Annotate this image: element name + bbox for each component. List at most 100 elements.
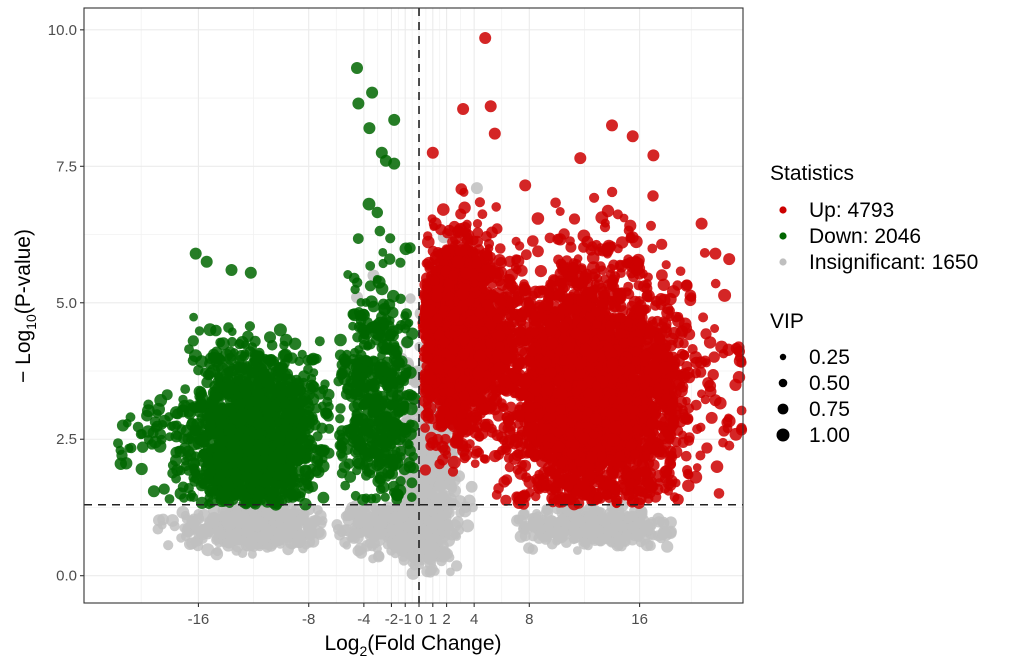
point-down xyxy=(351,370,361,381)
point-down xyxy=(335,414,345,424)
point-insignificant xyxy=(201,543,215,557)
point-down xyxy=(306,354,318,366)
point-insignificant xyxy=(430,514,441,524)
point-insignificant xyxy=(451,516,464,528)
point-down xyxy=(200,367,210,377)
point-insignificant xyxy=(434,479,447,492)
point-down xyxy=(219,490,230,501)
point-insignificant xyxy=(426,566,436,576)
point-insignificant xyxy=(420,510,430,521)
point-down xyxy=(408,462,420,474)
point-insignificant xyxy=(637,514,650,527)
point-up xyxy=(420,423,430,433)
point-down xyxy=(168,420,180,432)
point-insignificant xyxy=(370,503,380,513)
point-down xyxy=(361,298,371,307)
point-down xyxy=(308,443,319,454)
point-down xyxy=(323,447,335,459)
point-insignificant xyxy=(641,525,653,536)
point-insignificant xyxy=(378,505,391,518)
point-down xyxy=(234,355,245,366)
point-insignificant xyxy=(404,519,415,530)
point-down xyxy=(378,303,391,316)
point-down xyxy=(225,264,238,276)
point-down xyxy=(285,478,297,490)
point-down xyxy=(286,429,298,442)
point-down xyxy=(390,488,404,502)
point-down xyxy=(395,257,406,268)
point-insignificant xyxy=(364,538,374,548)
point-insignificant xyxy=(447,483,457,494)
point-down xyxy=(317,491,330,504)
point-down xyxy=(255,495,266,506)
point-up xyxy=(462,219,472,229)
point-down xyxy=(356,322,367,334)
point-insignificant xyxy=(569,532,581,544)
point-down xyxy=(316,422,328,434)
point-down xyxy=(390,433,402,445)
point-down xyxy=(264,331,276,344)
point-down xyxy=(342,349,352,360)
point-insignificant xyxy=(163,540,174,551)
point-down xyxy=(244,321,255,332)
point-down xyxy=(147,485,160,498)
point-down xyxy=(391,446,401,456)
point-down xyxy=(380,492,390,502)
point-insignificant xyxy=(561,519,572,530)
point-insignificant xyxy=(176,506,190,519)
point-insignificant xyxy=(441,519,454,532)
point-insignificant xyxy=(270,535,282,547)
point-down xyxy=(390,345,403,358)
point-insignificant xyxy=(533,532,545,544)
point-down xyxy=(272,372,284,383)
point-down xyxy=(384,253,396,265)
point-down xyxy=(320,379,330,389)
point-insignificant xyxy=(247,549,257,559)
point-down xyxy=(179,493,189,503)
point-down xyxy=(350,380,363,393)
point-insignificant xyxy=(422,475,431,484)
point-down xyxy=(222,387,234,399)
point-down xyxy=(200,255,213,268)
point-down xyxy=(336,425,348,437)
point-down xyxy=(252,397,263,408)
data-points xyxy=(113,32,748,580)
point-down xyxy=(352,233,364,245)
point-down xyxy=(206,466,217,477)
point-insignificant xyxy=(341,524,353,536)
point-down xyxy=(349,424,360,435)
point-insignificant xyxy=(468,502,478,513)
point-down xyxy=(215,417,229,430)
point-down xyxy=(261,378,272,388)
point-up xyxy=(447,466,459,477)
point-down xyxy=(239,438,249,448)
point-down xyxy=(273,480,283,490)
point-insignificant xyxy=(604,524,617,537)
point-insignificant xyxy=(203,530,213,540)
point-down xyxy=(177,481,189,493)
point-insignificant xyxy=(293,533,307,547)
point-down xyxy=(363,468,373,477)
point-down xyxy=(367,405,380,418)
point-down xyxy=(156,434,167,445)
point-down xyxy=(272,431,286,445)
point-insignificant xyxy=(305,528,317,541)
point-down xyxy=(238,498,248,508)
point-insignificant xyxy=(591,524,604,537)
point-down xyxy=(294,356,304,366)
point-down xyxy=(236,458,248,470)
point-down xyxy=(281,381,294,393)
point-down xyxy=(366,378,375,388)
point-insignificant xyxy=(231,545,242,556)
point-up xyxy=(448,220,461,233)
point-down xyxy=(324,401,334,412)
point-insignificant xyxy=(573,546,582,555)
point-down xyxy=(158,483,170,495)
point-insignificant xyxy=(470,182,483,195)
point-down xyxy=(113,438,123,449)
point-insignificant xyxy=(360,503,370,513)
point-insignificant xyxy=(451,560,463,572)
point-down xyxy=(135,462,148,476)
point-insignificant xyxy=(312,505,323,515)
point-insignificant xyxy=(527,544,539,555)
